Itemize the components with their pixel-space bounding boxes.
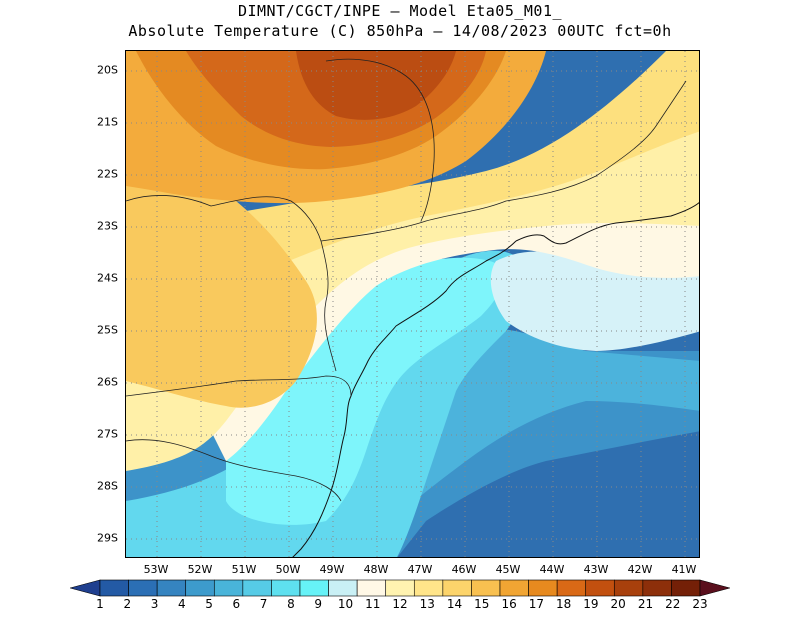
colorbar-label: 4 <box>177 597 186 611</box>
colorbar-cell <box>471 579 501 597</box>
colorbar-label: 8 <box>287 597 295 611</box>
colorbar-label: 21 <box>637 597 654 611</box>
field-light-orange <box>126 161 317 408</box>
lat-label-29s: 29S <box>97 531 118 545</box>
colorbar-cell <box>271 579 301 597</box>
colorbar-cell <box>671 579 701 597</box>
colorbar-label: 3 <box>150 597 159 611</box>
field-pale-yellow <box>126 121 699 471</box>
title-line-1: DIMNT/CGCT/INPE – Model Eta05_M01_ <box>237 2 563 20</box>
lon-label-49w: 49W <box>319 563 345 576</box>
lon-label-42w: 42W <box>627 563 653 576</box>
colorbar-cell <box>413 579 444 597</box>
field-brown <box>296 51 456 120</box>
lat-label-21s: 21S <box>97 115 118 129</box>
colorbar-label: 15 <box>474 597 490 611</box>
colorbar-cell <box>528 579 558 597</box>
colorbar-label: 14 <box>446 597 463 611</box>
lon-label-46w: 46W <box>451 563 477 576</box>
colorbar-cell <box>185 579 215 597</box>
colorbar-cell <box>499 579 529 597</box>
title-line-2: Absolute Temperature (C) 850hPa – 14/08/… <box>128 22 672 40</box>
lat-label-22s: 22S <box>97 167 118 181</box>
field-bright-cyan <box>226 257 503 525</box>
lon-label-45w: 45W <box>495 563 521 576</box>
colorbar-label: 16 <box>501 597 517 611</box>
colorbar-cell <box>156 579 187 597</box>
colorbar-cell <box>385 579 415 597</box>
lon-label-47w: 47W <box>407 563 433 576</box>
lon-label-43w: 43W <box>583 563 609 576</box>
lon-label-48w: 48W <box>363 563 389 576</box>
lon-label-50w: 50W <box>275 563 301 576</box>
colorbar-label: 17 <box>528 597 544 611</box>
colorbar-label: 13 <box>419 597 435 611</box>
lat-label-28s: 28S <box>97 479 118 493</box>
lat-label-27s: 27S <box>97 427 118 441</box>
map-panel <box>125 50 700 558</box>
lon-label-51w: 51W <box>231 563 257 576</box>
colorbar-label: 11 <box>365 597 381 611</box>
colorbar-cell <box>328 579 358 597</box>
colorbar-label: 20 <box>610 597 626 611</box>
colorbar-arrow-high <box>699 579 730 597</box>
colorbar-cell <box>299 579 329 597</box>
lat-label-20s: 20S <box>97 63 118 77</box>
lon-label-52w: 52W <box>187 563 213 576</box>
colorbar-cell <box>242 579 272 597</box>
colorbar-label: 1 <box>96 597 104 611</box>
colorbar-cell <box>585 579 615 597</box>
lon-label-44w: 44W <box>539 563 565 576</box>
lat-label-26s: 26S <box>97 375 118 389</box>
colorbar-cell <box>556 579 587 597</box>
colorbar-label: 12 <box>392 597 408 611</box>
colorbar-label: 2 <box>123 597 132 611</box>
lat-label-24s: 24S <box>97 271 118 285</box>
colorbar-cell <box>613 579 644 597</box>
colorbar-cell <box>128 579 158 597</box>
lat-label-25s: 25S <box>97 323 118 337</box>
colorbar-cell <box>213 579 244 597</box>
colorbar-arrow-low <box>70 579 101 597</box>
colorbar <box>70 579 730 597</box>
colorbar-label: 6 <box>232 597 241 611</box>
colorbar-label: 5 <box>205 597 213 611</box>
lon-label-41w: 41W <box>671 563 697 576</box>
colorbar-label: 23 <box>692 597 708 611</box>
colorbar-label: 9 <box>314 597 322 611</box>
colorbar-cell <box>442 579 472 597</box>
colorbar-label: 22 <box>665 597 681 611</box>
coastline <box>292 202 699 557</box>
colorbar-label: 19 <box>583 597 599 611</box>
colorbar-cell <box>642 579 672 597</box>
temperature-map <box>126 51 699 557</box>
colorbar-label: 18 <box>555 597 572 611</box>
colorbar-label: 7 <box>259 597 268 611</box>
state-borders <box>126 58 687 502</box>
lon-label-53w: 53W <box>143 563 169 576</box>
lat-label-23s: 23S <box>97 219 118 233</box>
colorbar-cell <box>99 579 129 597</box>
colorbar-label: 10 <box>337 597 354 611</box>
colorbar-cell <box>356 579 387 597</box>
